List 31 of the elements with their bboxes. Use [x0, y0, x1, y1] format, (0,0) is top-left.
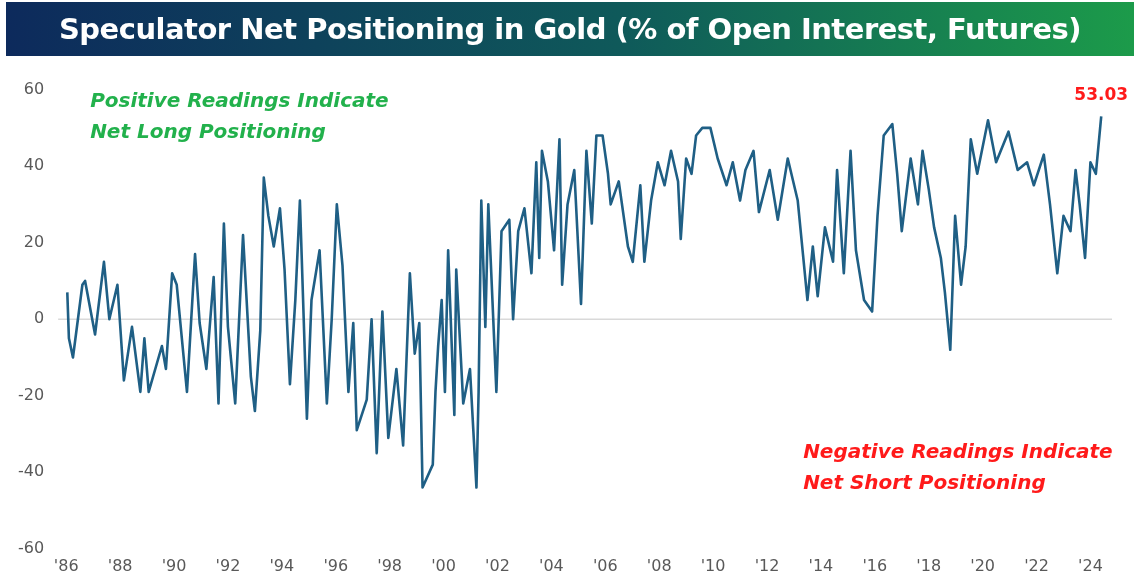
x-tick-label: '88	[107, 555, 133, 575]
x-tick-label: '18	[916, 555, 942, 575]
x-tick-label: '22	[1024, 555, 1049, 575]
x-tick-label: '96	[323, 555, 349, 575]
annotation: Positive Readings Indicate Net Long Positioning	[90, 87, 389, 143]
y-tick-label: 60	[23, 78, 45, 98]
y-tick-label: 20	[23, 231, 45, 251]
x-tick-label: '24	[1078, 555, 1103, 575]
annotation: Negative Readings Indicate Net Short Positioning	[803, 439, 1113, 494]
x-tick-label: '20	[970, 555, 996, 575]
x-tick-label: '98	[377, 555, 403, 575]
y-tick-label: -40	[17, 461, 45, 481]
x-tick-label: '02	[485, 555, 510, 575]
x-tick-label: '90	[161, 555, 187, 575]
x-tick-label: '92	[215, 555, 241, 575]
x-tick-label: '08	[646, 555, 672, 575]
y-tick-label: 40	[23, 155, 45, 175]
x-tick-label: '00	[431, 555, 456, 575]
chart-title: Speculator Net Positioning in Gold (% of Open Interest, Futures)	[6, 2, 1134, 56]
x-tick-label: '86	[53, 555, 79, 575]
x-tick-label: '06	[592, 555, 618, 575]
x-tick-label: '16	[862, 555, 888, 575]
y-tick-label: 0	[33, 308, 45, 328]
annotation: 53.03	[1074, 84, 1129, 105]
y-tick-label: -60	[17, 537, 45, 557]
x-tick-label: '94	[269, 555, 295, 575]
x-tick-label: '04	[538, 555, 564, 575]
y-tick-label: -20	[17, 384, 45, 404]
x-tick-label: '14	[808, 555, 834, 575]
x-tick-label: '10	[700, 555, 726, 575]
x-tick-label: '12	[754, 555, 780, 575]
